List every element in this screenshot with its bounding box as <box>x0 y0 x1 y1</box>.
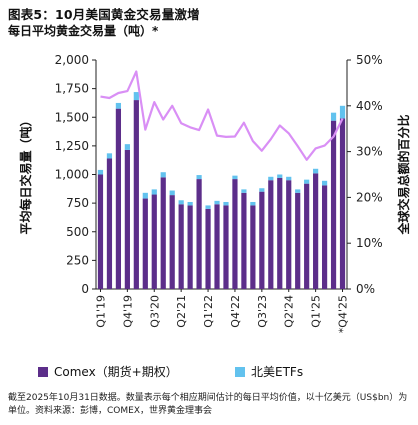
comex-bar <box>178 204 184 289</box>
y-right-tick-label: 20% <box>356 190 383 204</box>
etf-bar <box>286 176 292 181</box>
comex-bar <box>313 173 319 289</box>
comex-bar <box>106 158 113 289</box>
etf-bar <box>259 188 265 192</box>
etf-bar <box>304 179 310 184</box>
etf-bar <box>241 189 247 193</box>
etf-bar <box>97 169 104 175</box>
etf-bar <box>321 180 328 186</box>
comex-bar <box>286 180 292 289</box>
y-left-tick-label: 500 <box>66 225 89 239</box>
comex-bar <box>124 149 130 289</box>
comex-bar <box>115 108 122 289</box>
etf-bar <box>115 102 122 109</box>
etf-bar <box>223 201 229 206</box>
x-tick-label: Q1'25 <box>310 295 323 328</box>
legend-etf-swatch <box>235 366 245 377</box>
x-tick-label: *Q4'25 <box>337 295 350 333</box>
etf-bar <box>295 189 301 193</box>
comex-bar <box>97 174 104 289</box>
y-left-tick-label: 750 <box>66 196 89 210</box>
y-left-tick-label: 1,000 <box>55 168 89 182</box>
etf-bar <box>268 176 274 181</box>
y-right-tick-label: 10% <box>356 236 383 250</box>
x-tick-label: Q2'24 <box>283 295 296 328</box>
comex-bar <box>223 205 229 289</box>
comex-bar <box>187 205 193 289</box>
comex-bar <box>295 192 301 289</box>
x-tick-label: Q3'20 <box>148 295 161 328</box>
etf-bar <box>339 105 346 119</box>
y-right-tick-label: 0% <box>356 282 375 296</box>
x-tick-label: Q2'21 <box>175 295 188 328</box>
etf-bar <box>232 175 238 180</box>
source-note: 截至2025年10月31日数据。数量表示每个相应期间估计的每日平均价值，以十亿美… <box>8 393 408 416</box>
y-right-tick-label: 50% <box>356 53 383 67</box>
etf-bar <box>169 190 175 196</box>
chart-title: 图表5：10月美国黄金交易量激增 <box>8 7 200 22</box>
comex-bar <box>268 180 274 289</box>
comex-bar <box>277 177 283 289</box>
etf-bar <box>214 200 220 205</box>
x-tick-label: Q1'19 <box>94 295 107 328</box>
legend-etf-label: 北美ETFs <box>251 365 304 379</box>
comex-bar <box>321 185 328 289</box>
y-left-tick-label: 1,750 <box>55 82 89 96</box>
etf-bar <box>133 92 139 101</box>
y-left-tick-label: 2,000 <box>55 53 89 67</box>
etf-bar <box>160 172 166 178</box>
y-left-axis-label: 平均每日交易量（吨） <box>18 114 33 234</box>
chart-subtitle: 每日平均黄金交易量（吨）* <box>8 24 159 38</box>
volume-chart: 0 250 500 750 1,000 1,250 1,500 1,750 2,000 0% 10%… <box>18 53 411 333</box>
comex-bar <box>214 204 220 289</box>
x-tick-label: Q4'22 <box>229 295 242 328</box>
comex-bar <box>232 179 238 289</box>
comex-bar <box>160 177 166 289</box>
etf-bar <box>106 153 113 159</box>
y-left-tick-label: 1,250 <box>55 139 89 153</box>
y-right-tick-label: 30% <box>356 145 383 159</box>
y-right-tick-label: 40% <box>356 99 383 113</box>
x-tick-label: Q1'22 <box>202 295 215 328</box>
etf-bar <box>313 168 319 174</box>
comex-bar <box>304 183 310 289</box>
comex-bar <box>196 179 202 289</box>
comex-bar <box>169 195 175 289</box>
comex-bar <box>151 194 157 289</box>
comex-bar <box>205 208 211 289</box>
comex-bar <box>133 100 139 289</box>
comex-bar <box>250 205 256 289</box>
etf-bar <box>178 200 184 205</box>
legend-comex-label: Comex（期货+期权） <box>54 365 178 379</box>
legend-etf: 北美ETFs <box>235 363 303 380</box>
etf-bar <box>330 112 337 121</box>
etf-bar <box>196 175 202 180</box>
etf-bar <box>277 174 283 178</box>
y-left-tick-label: 0 <box>81 282 89 296</box>
x-tick-label: Q4'19 <box>121 295 134 328</box>
comex-bar <box>330 120 337 289</box>
y-left-tick-label: 1,500 <box>55 110 89 124</box>
y-left-tick-label: 250 <box>66 253 89 267</box>
comex-bar <box>241 192 247 289</box>
y-right-axis-label: 全球交易总额的百分比 <box>396 114 411 235</box>
comex-bar <box>142 198 148 289</box>
etf-bar <box>187 201 193 206</box>
etf-bar <box>124 144 130 150</box>
comex-bar <box>339 118 346 290</box>
x-tick-label: Q3'23 <box>256 295 269 328</box>
legend-comex-swatch <box>38 366 48 377</box>
etf-bar <box>142 192 148 199</box>
etf-bar <box>151 189 157 195</box>
etf-bar <box>250 201 256 206</box>
legend-comex: Comex（期货+期权） <box>38 363 178 380</box>
share-line <box>100 70 344 161</box>
comex-bar <box>259 191 265 289</box>
etf-bar <box>205 205 211 209</box>
